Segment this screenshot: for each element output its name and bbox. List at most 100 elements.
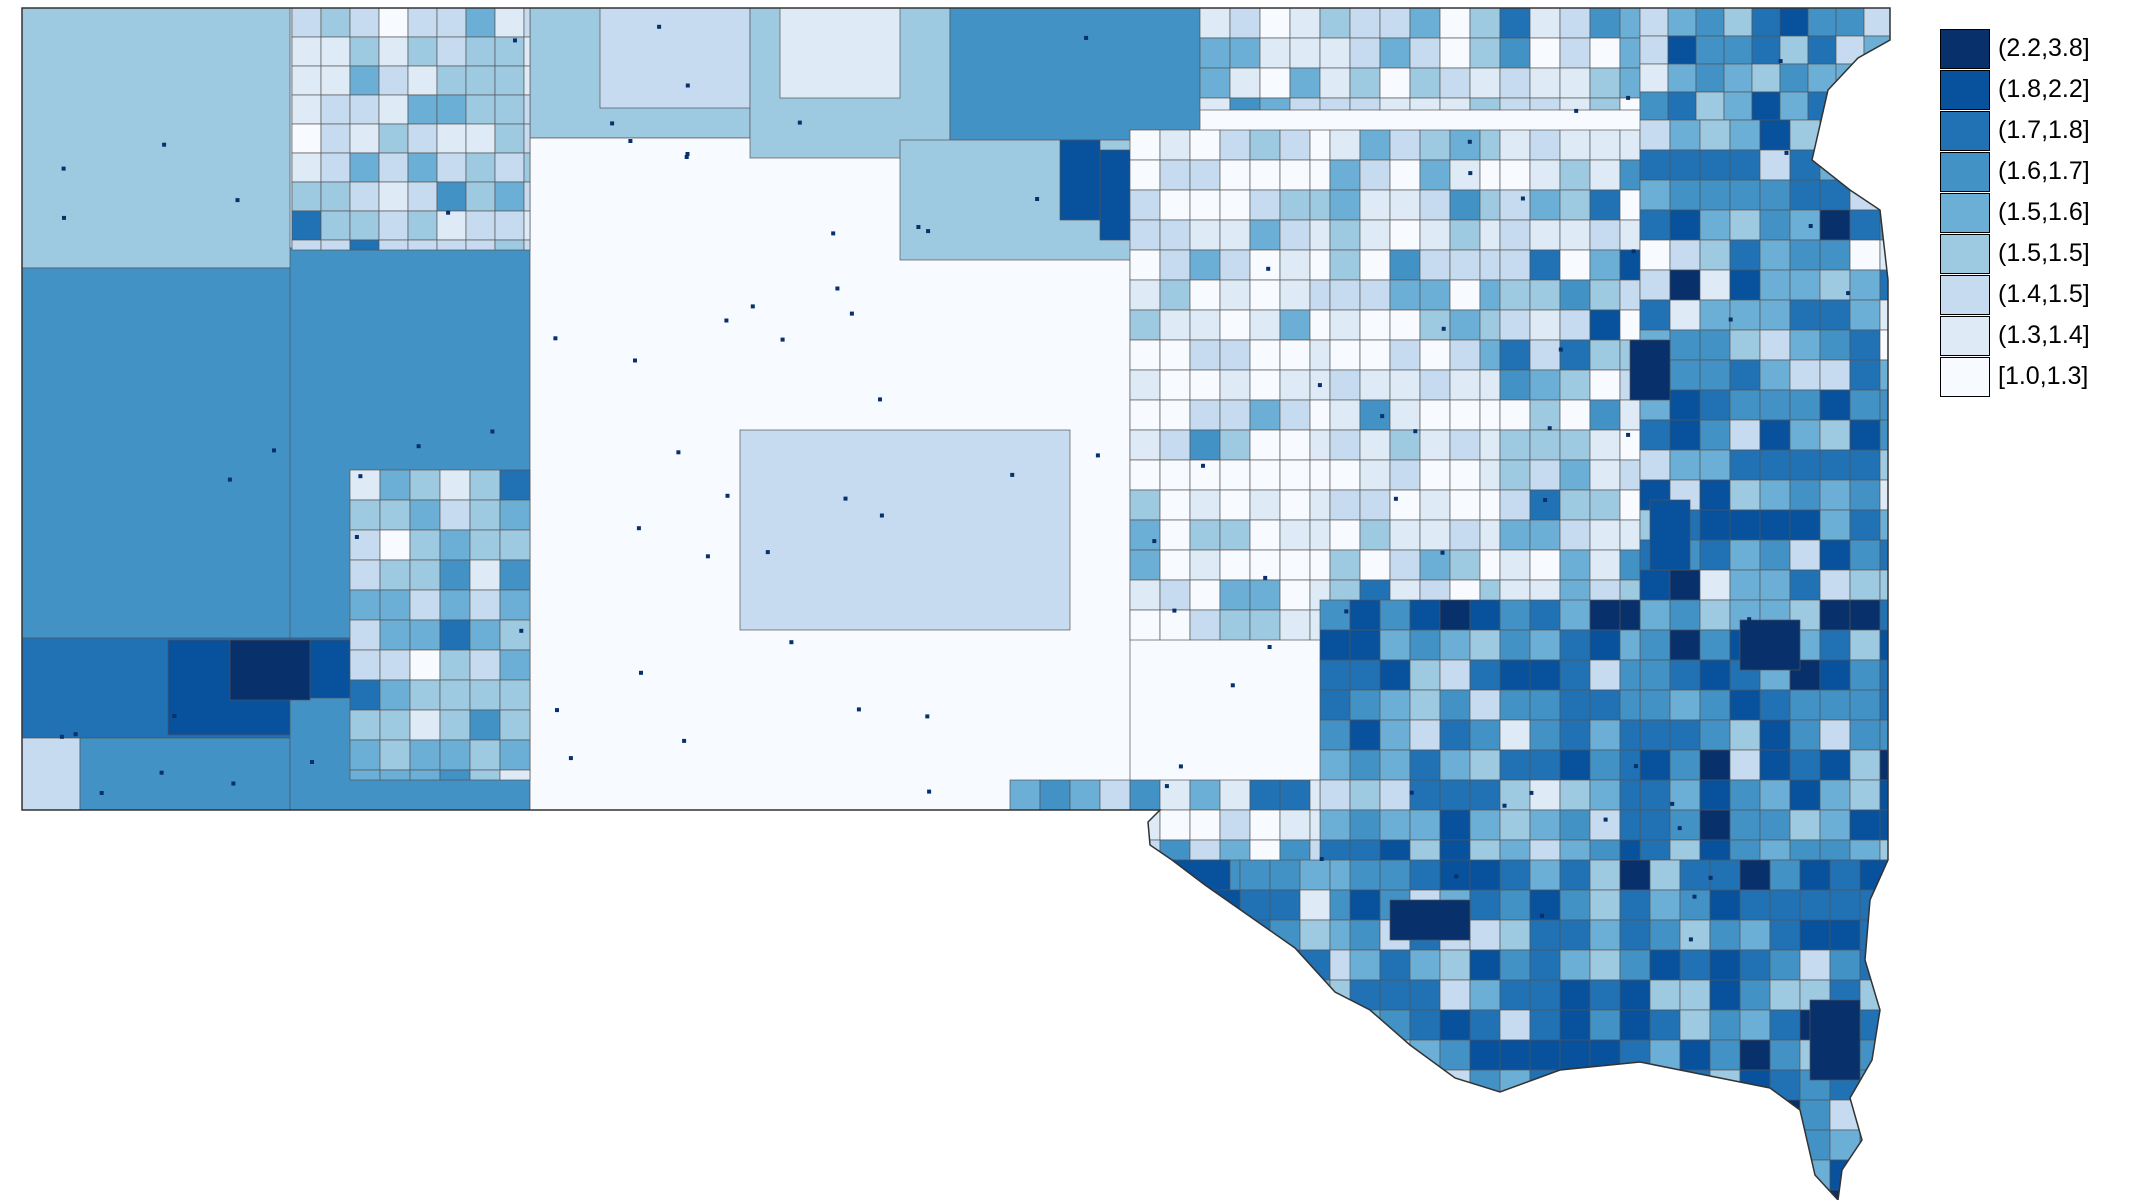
map-region [523,239,531,251]
choropleth-map [21,7,1891,1200]
map-region [1359,129,1391,161]
map-region [469,559,501,591]
town-marker [1230,683,1235,688]
map-region [1439,599,1471,631]
map-region [1069,929,1101,961]
map-region [409,589,441,621]
map-region [1329,219,1361,251]
town-marker [284,837,289,842]
map-region [1679,1039,1711,1071]
map-region [1069,869,1101,901]
map-region [1129,989,1161,1021]
map-region [1529,219,1561,251]
map-region [1249,339,1281,371]
map-region [1589,189,1621,221]
map-region [1389,189,1421,221]
town-marker [41,856,46,861]
town-marker [849,311,854,316]
map-region [1669,629,1701,661]
map-region [1159,809,1191,841]
map-region [1667,63,1697,93]
town-marker [62,215,66,220]
map-regions [22,8,1890,1200]
map-region [1389,519,1421,551]
map-region [1409,659,1441,691]
map-region [1759,149,1791,181]
map-region [349,36,380,67]
map-region [499,619,531,651]
town-marker [358,474,363,479]
map-region [1789,539,1821,571]
map-region [1639,179,1671,211]
map-region [1729,479,1761,511]
map-region [1239,919,1271,951]
map-region [523,94,531,125]
map-region [1699,779,1731,811]
map-region [1589,719,1621,751]
map-region [1559,549,1591,581]
map-region [494,181,525,212]
map-region [1789,359,1821,391]
map-region [1039,959,1071,991]
map-region [1189,989,1221,1021]
town-marker [1728,317,1733,322]
map-region [1559,189,1591,221]
map-region [1189,959,1221,991]
map-region [1199,37,1231,69]
map-region [1529,549,1561,581]
map-region [1499,429,1531,461]
map-region [436,239,467,251]
map-region [1349,1039,1381,1071]
map-region [1639,599,1671,631]
town-marker [1317,383,1322,388]
map-region [1159,369,1191,401]
map-region [1699,209,1731,241]
map-region [494,210,525,241]
map-region [1529,919,1561,951]
map-region [1469,1099,1501,1131]
map-region [1849,449,1881,481]
map-region [1409,779,1441,811]
map-region [1751,8,1781,37]
map-region [1249,779,1281,811]
map-region [1759,419,1791,451]
map-region [1299,1009,1331,1041]
map-region [1589,1069,1621,1101]
map-region [1069,1019,1101,1031]
map-legend: (2.2,3.8] (1.8,2.2] (1.7,1.8] (1.6,1.7] … [1940,28,2130,397]
map-region [320,36,351,67]
town-marker [388,1119,393,1124]
town-marker [678,929,683,934]
map-region [1099,989,1131,1021]
map-region [1319,67,1351,99]
map-region [1299,919,1331,951]
town-marker [490,429,495,434]
town-marker [1603,817,1608,822]
map-region [1619,629,1641,661]
map-region [1409,629,1441,661]
map-region [1319,779,1351,811]
town-marker [1263,575,1268,580]
map-region [1129,609,1161,641]
map-region [1349,97,1381,111]
map-region [1499,459,1531,491]
map-region [1189,219,1221,251]
town-marker [852,986,856,991]
map-region [1039,899,1071,931]
map-region [1529,1099,1561,1131]
map-region [1729,779,1761,811]
map-region [1499,1009,1531,1041]
map-region [436,36,467,67]
map-region [1769,859,1801,891]
map-region [1559,129,1591,161]
map-region [1279,429,1311,461]
map-region [1249,489,1281,521]
map-region [1479,249,1501,281]
map-region [1799,1129,1831,1161]
map-region [1389,549,1421,581]
map-region [1349,889,1381,921]
map-region [439,709,471,741]
town-marker [639,670,643,675]
map-region [1319,97,1351,111]
town-marker [789,640,794,645]
